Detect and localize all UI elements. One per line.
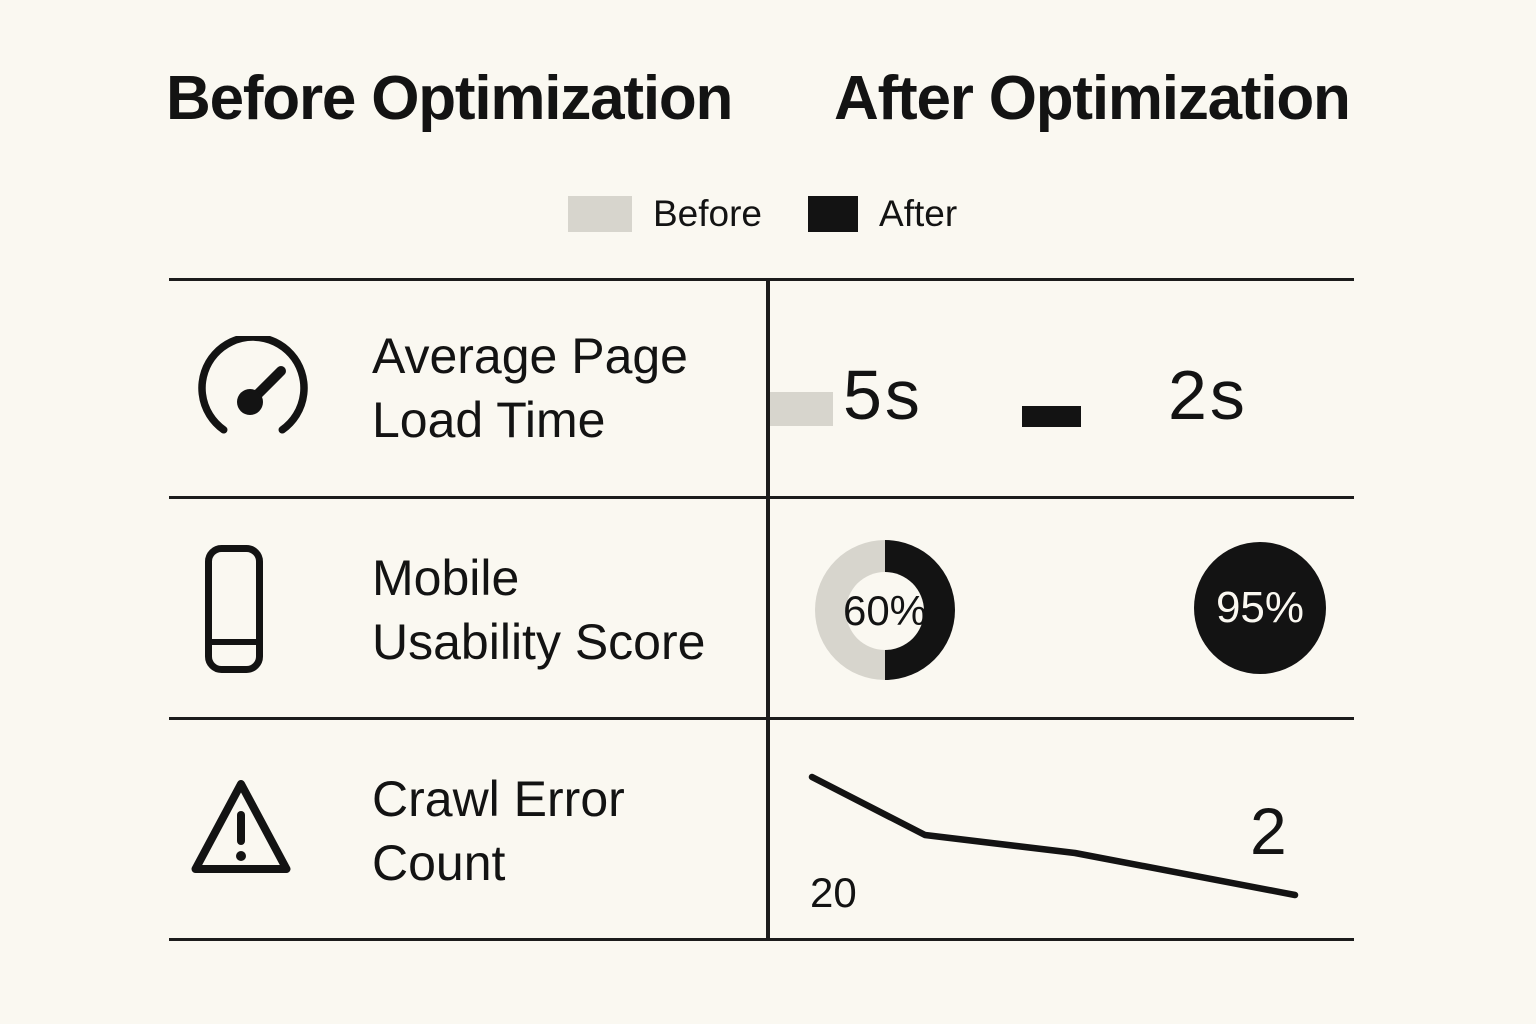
table-row-divider-2 xyxy=(169,717,1354,720)
header-before-optimization: Before Optimization xyxy=(166,64,733,133)
crawl-error-start-value: 20 xyxy=(810,869,857,916)
metric-label-crawl-error-count: Crawl Error Count xyxy=(372,767,625,895)
speedometer-icon xyxy=(190,336,316,440)
after-load-time-value: 2s xyxy=(1168,356,1248,434)
header-after-optimization: After Optimization xyxy=(834,64,1351,133)
table-column-divider xyxy=(766,278,770,941)
warning-triangle-icon xyxy=(188,772,294,884)
crawl-error-end-value: 2 xyxy=(1250,794,1287,868)
before-usability-score-value: 60% xyxy=(842,587,928,634)
mobile-phone-icon xyxy=(205,545,263,673)
legend: Before After xyxy=(568,195,957,233)
after-usability-score-circle: 95% xyxy=(1194,542,1326,674)
after-load-time-bar xyxy=(1022,406,1081,427)
crawl-error-trend-line-chart xyxy=(800,763,1300,903)
legend-before-swatch xyxy=(568,196,632,232)
before-load-time-bar xyxy=(770,392,833,426)
before-usability-donut-chart: 60% xyxy=(815,540,955,680)
metric-label-line1: Average Page xyxy=(372,328,688,384)
metric-label-line1: Crawl Error xyxy=(372,771,625,827)
metric-label-line1: Mobile xyxy=(372,550,520,606)
metric-label-line2: Load Time xyxy=(372,392,606,448)
legend-after-swatch xyxy=(808,196,859,232)
before-load-time-value: 5s xyxy=(843,356,923,434)
metric-label-mobile-usability-score: Mobile Usability Score xyxy=(372,546,705,674)
legend-after-label: After xyxy=(879,193,958,234)
metric-label-line2: Count xyxy=(372,835,506,891)
table-row-divider-1 xyxy=(169,496,1354,499)
after-usability-score-value: 95% xyxy=(1215,583,1305,632)
legend-before-label: Before xyxy=(653,193,763,234)
before-usability-donut-hole: 60% xyxy=(842,572,928,650)
metric-label-average-page-load-time: Average Page Load Time xyxy=(372,324,688,452)
table-border-top xyxy=(169,278,1354,281)
table-border-bottom xyxy=(169,938,1354,941)
metric-label-line2: Usability Score xyxy=(372,614,706,670)
